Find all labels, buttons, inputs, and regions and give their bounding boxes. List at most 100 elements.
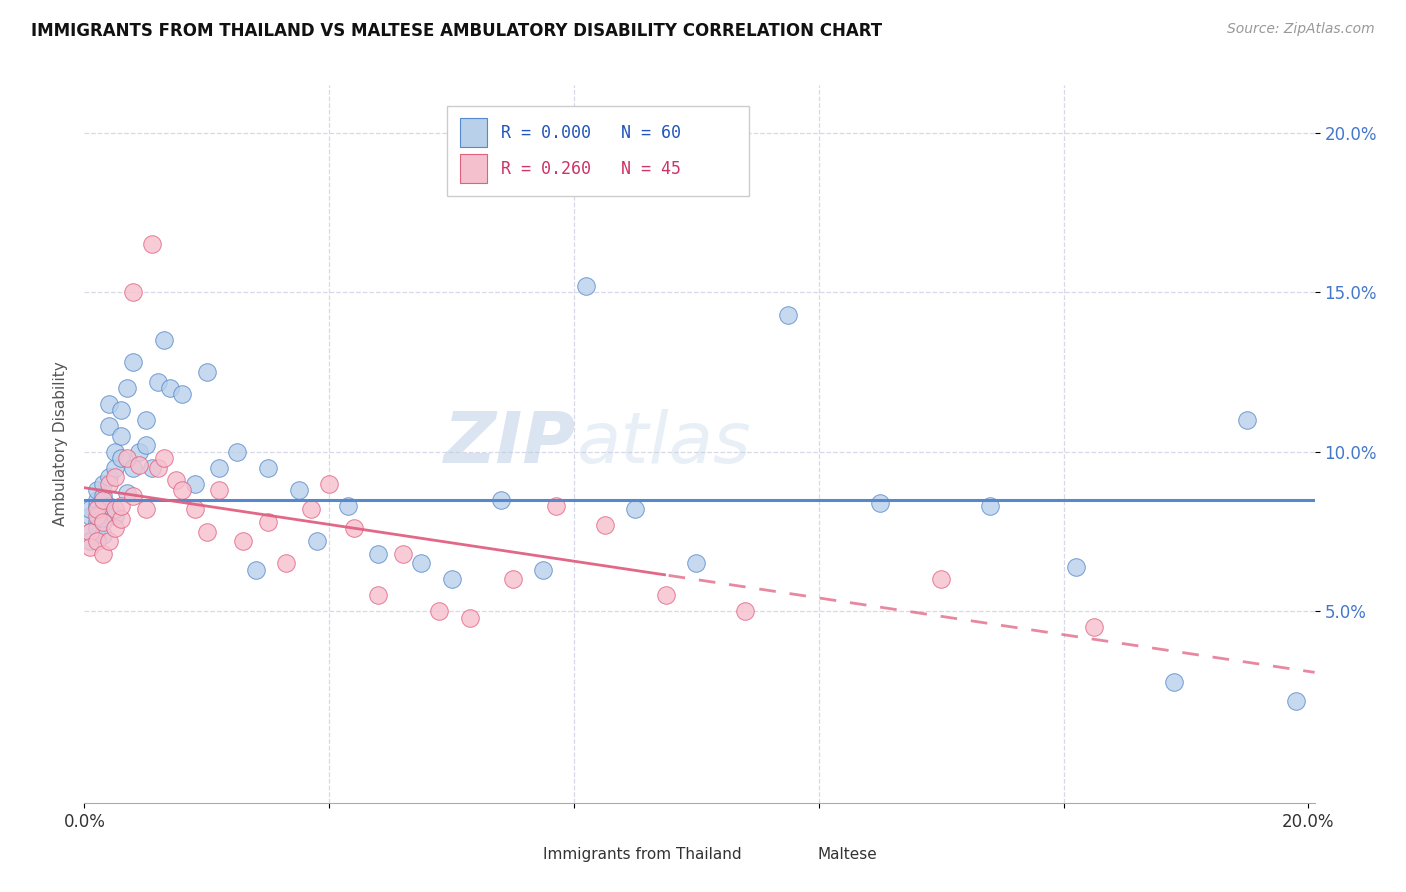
Text: Source: ZipAtlas.com: Source: ZipAtlas.com [1227, 22, 1375, 37]
Point [135, 413, 157, 427]
Point [115, 486, 138, 500]
Point [153, 451, 176, 466]
Point [97, 470, 120, 484]
Point [91, 490, 114, 504]
Point [208, 483, 231, 497]
Point [440, 573, 463, 587]
Point [86, 499, 108, 513]
Point [104, 444, 127, 458]
Point [122, 355, 145, 369]
Point [122, 490, 145, 504]
Point [91, 547, 114, 561]
Point [141, 237, 163, 252]
Point [778, 308, 800, 322]
Point [79, 508, 101, 523]
Point [104, 502, 127, 516]
Text: atlas: atlas [576, 409, 751, 478]
Point [91, 476, 114, 491]
Point [79, 524, 101, 539]
Point [1064, 559, 1087, 574]
Point [104, 508, 127, 523]
Point [531, 563, 554, 577]
Point [128, 444, 150, 458]
Point [86, 483, 108, 497]
Point [115, 451, 138, 466]
Point [97, 534, 120, 549]
Point [110, 429, 132, 443]
Point [299, 502, 322, 516]
Point [159, 381, 181, 395]
Point [79, 541, 101, 555]
Text: R = 0.260   N = 45: R = 0.260 N = 45 [502, 160, 682, 178]
Point [86, 502, 108, 516]
Point [172, 387, 194, 401]
Point [110, 403, 132, 417]
Point [391, 547, 413, 561]
Point [153, 333, 176, 347]
Point [502, 573, 524, 587]
Point [86, 508, 108, 523]
Point [343, 521, 366, 535]
Point [122, 285, 145, 300]
Point [685, 557, 707, 571]
Point [110, 451, 132, 466]
Text: Maltese: Maltese [818, 847, 877, 862]
Point [97, 419, 120, 434]
Point [135, 502, 157, 516]
Point [575, 278, 598, 293]
Point [734, 604, 756, 618]
Point [91, 502, 114, 516]
Point [257, 515, 280, 529]
Point [367, 547, 389, 561]
Point [104, 521, 127, 535]
Point [141, 460, 163, 475]
Text: IMMIGRANTS FROM THAILAND VS MALTESE AMBULATORY DISABILITY CORRELATION CHART: IMMIGRANTS FROM THAILAND VS MALTESE AMBU… [31, 22, 882, 40]
Point [146, 460, 169, 475]
Point [929, 573, 952, 587]
Text: ZIP: ZIP [444, 409, 576, 478]
Point [232, 534, 254, 549]
Point [208, 460, 231, 475]
Point [257, 460, 280, 475]
Point [97, 476, 120, 491]
Point [195, 524, 218, 539]
Point [135, 438, 157, 452]
Point [1236, 413, 1258, 427]
Point [128, 458, 150, 472]
Point [624, 502, 647, 516]
Point [979, 499, 1001, 513]
Point [146, 375, 169, 389]
FancyBboxPatch shape [496, 843, 531, 866]
FancyBboxPatch shape [770, 843, 806, 866]
Point [86, 534, 108, 549]
Point [1163, 674, 1185, 689]
Point [183, 476, 205, 491]
FancyBboxPatch shape [460, 154, 486, 183]
Point [869, 496, 891, 510]
Text: Immigrants from Thailand: Immigrants from Thailand [543, 847, 742, 862]
Point [165, 474, 187, 488]
Point [458, 610, 481, 624]
Point [104, 460, 127, 475]
Point [79, 502, 101, 516]
Point [183, 502, 205, 516]
Point [86, 521, 108, 535]
Point [544, 499, 567, 513]
Point [427, 604, 450, 618]
Point [97, 397, 120, 411]
Point [1083, 620, 1105, 634]
Point [79, 524, 101, 539]
Point [409, 557, 432, 571]
Point [195, 365, 218, 379]
FancyBboxPatch shape [460, 119, 486, 147]
Point [115, 381, 138, 395]
Point [226, 444, 249, 458]
Point [110, 512, 132, 526]
Point [91, 512, 114, 526]
Point [593, 518, 616, 533]
Point [97, 499, 120, 513]
Point [336, 499, 359, 513]
Point [86, 492, 108, 507]
Point [91, 492, 114, 507]
Point [287, 483, 309, 497]
